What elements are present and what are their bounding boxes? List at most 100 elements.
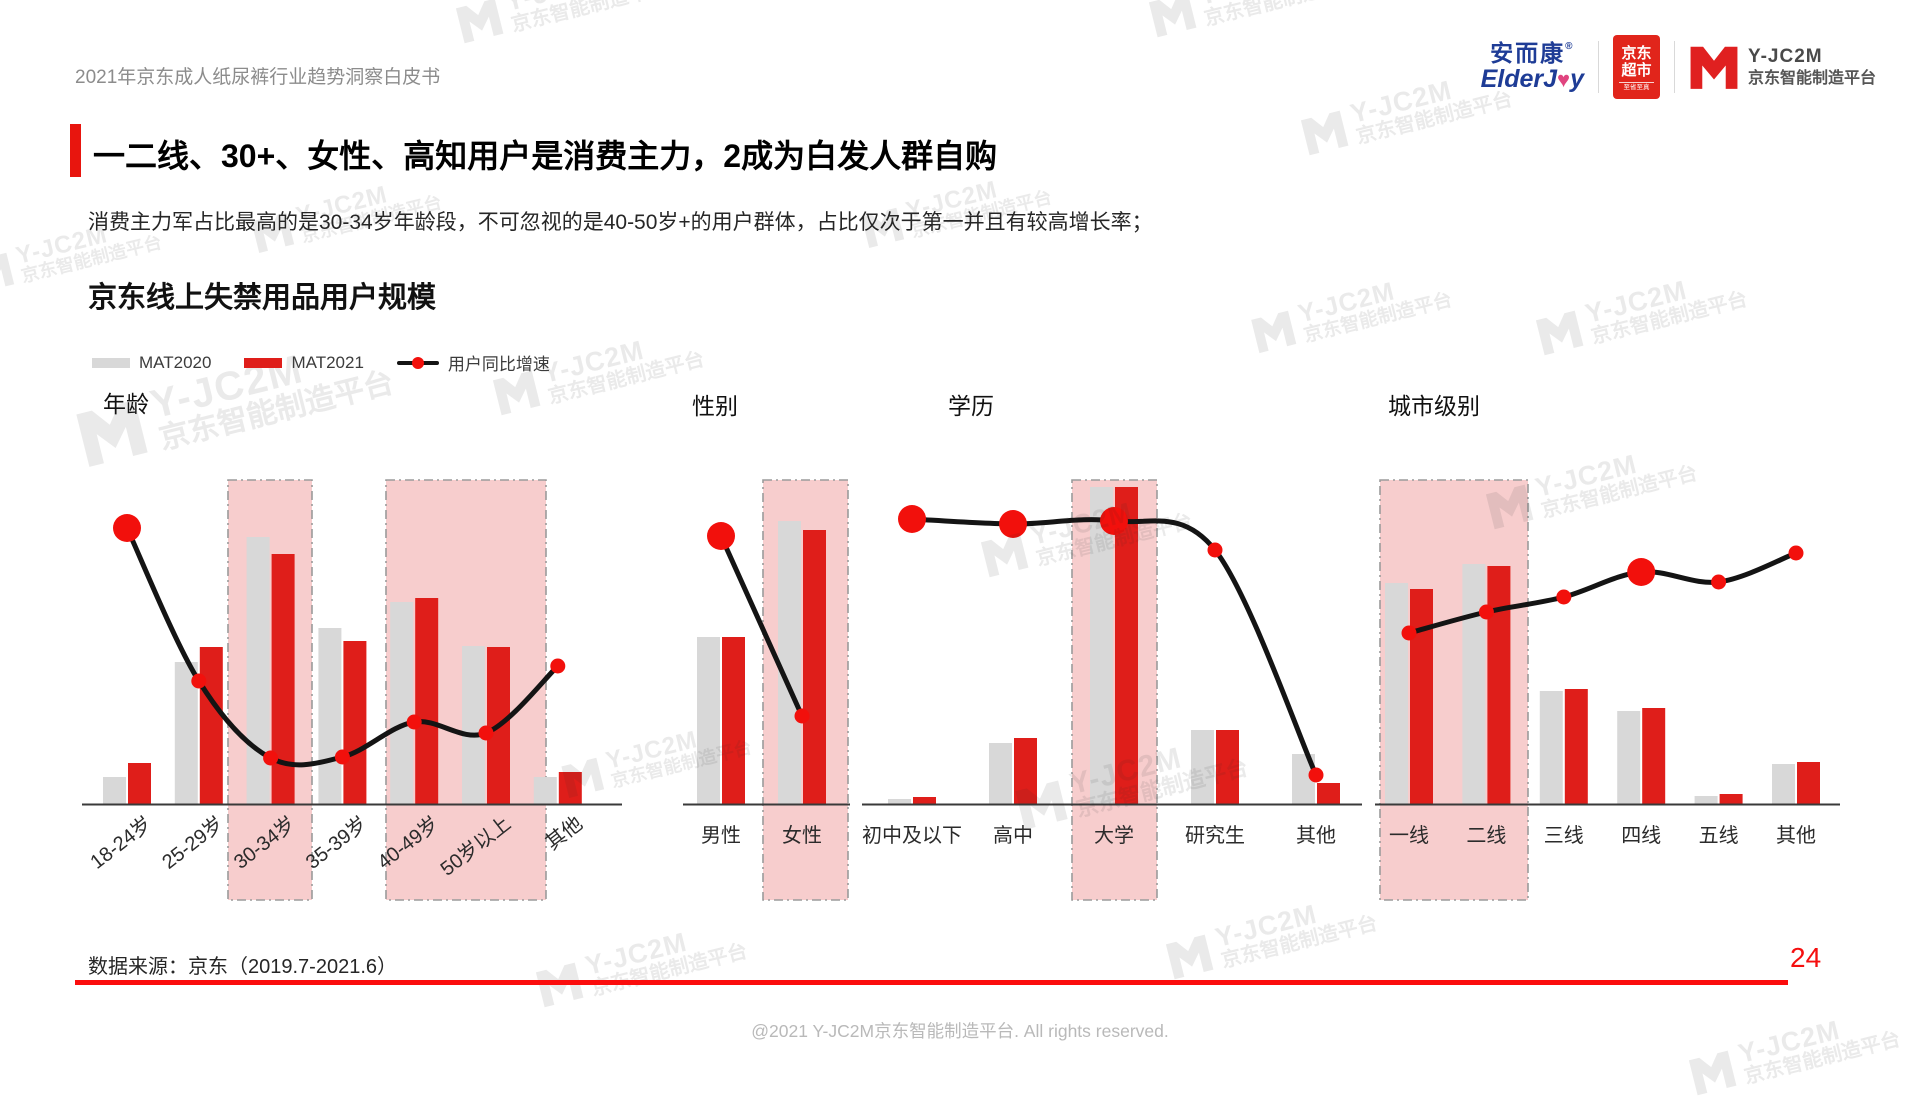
bar-mat2021-四线 <box>1642 708 1666 804</box>
highlight-box <box>1071 479 1158 901</box>
category-label: 三线 <box>1544 824 1584 847</box>
bar-mat2020-35-39岁 <box>318 628 342 804</box>
growth-dot-研究生 <box>1207 542 1223 558</box>
bar-mat2020-50岁以上 <box>462 646 485 804</box>
bar-mat2020-三线 <box>1539 691 1563 804</box>
growth-dot-其他 <box>1788 545 1804 561</box>
growth-dot-四线 <box>1627 558 1656 586</box>
category-label: 大学 <box>1094 824 1134 847</box>
legend-label: MAT2021 <box>291 352 364 372</box>
chart-block-title: 京东线上失禁用品用户规模 <box>88 282 437 314</box>
bar-mat2021-其他 <box>1317 783 1340 804</box>
footer-divider <box>75 980 1788 985</box>
heart-icon: ♥ <box>1557 67 1571 92</box>
yjc2m-subtitle: 京东智能制造平台 <box>1747 70 1876 87</box>
bar-mat2020-40-49岁 <box>390 602 414 804</box>
bar-mat2020-大学 <box>1090 487 1113 804</box>
category-label: 25-29岁 <box>158 812 228 874</box>
bar-mat2021-五线 <box>1719 794 1743 804</box>
bar-mat2021-男性 <box>722 637 745 804</box>
bar-mat2020-四线 <box>1617 711 1641 804</box>
legend-item-mat2021: MAT2021 <box>244 352 364 373</box>
legend-swatch-mat2021 <box>244 357 283 368</box>
category-label: 高中 <box>993 824 1033 847</box>
growth-dot-大学 <box>1100 507 1128 535</box>
elderjoy-logo: 安而康® ElderJ♥y <box>1481 42 1584 92</box>
category-label: 女性 <box>782 824 822 847</box>
chart-section-title: 性别 <box>692 393 738 419</box>
growth-dot-25-29岁 <box>191 673 207 689</box>
growth-dot-18-24岁 <box>113 514 141 542</box>
bar-mat2020-初中及以下 <box>888 799 911 804</box>
bar-mat2020-五线 <box>1694 796 1718 804</box>
logo-divider <box>1597 41 1599 93</box>
legend-label: MAT2020 <box>139 352 212 372</box>
bar-mat2020-研究生 <box>1191 730 1214 804</box>
elderjoy-en-label: ElderJ♥y <box>1480 65 1584 93</box>
chart-section-title: 学历 <box>948 393 994 419</box>
doc-title: 2021年京东成人纸尿裤行业趋势洞察白皮书 <box>75 67 441 88</box>
chart-section-title: 年龄 <box>103 391 149 417</box>
bar-mat2021-女性 <box>803 530 826 804</box>
growth-dot-初中及以下 <box>898 505 926 533</box>
bar-mat2020-男性 <box>697 637 720 804</box>
growth-dot-二线 <box>1478 604 1494 620</box>
chart-education: 初中及以下 高中 大学 研究生 其他 学历 <box>862 393 1362 901</box>
elderjoy-cn-label: 安而康® <box>1490 40 1575 66</box>
category-label: 二线 <box>1466 824 1506 847</box>
jd-badge-line1: 京东 <box>1621 44 1652 62</box>
bar-mat2020-其他 <box>1292 754 1315 804</box>
category-label: 其他 <box>541 812 587 855</box>
bar-mat2021-一线 <box>1410 589 1433 804</box>
logo-bar: 安而康® ElderJ♥y 京东 超市 至省至真 Y-JC2M 京东智能制造平台 <box>1481 34 1876 100</box>
legend-swatch-mat2020 <box>92 357 130 368</box>
bar-mat2020-二线 <box>1462 564 1486 804</box>
legend-label: 用户同比增速 <box>447 355 550 374</box>
logo-divider <box>1673 41 1675 93</box>
category-label: 男性 <box>701 824 741 847</box>
legend-item-growth: 用户同比增速 <box>396 350 550 375</box>
category-label: 五线 <box>1699 824 1739 847</box>
growth-dot-50岁以上 <box>478 725 494 741</box>
bar-mat2021-18-24岁 <box>128 763 151 804</box>
bar-mat2021-高中 <box>1014 738 1037 804</box>
bar-mat2020-其他 <box>1772 764 1795 804</box>
bar-mat2020-其他 <box>533 777 557 804</box>
growth-dot-男性 <box>707 522 735 550</box>
jd-supermarket-badge: 京东 超市 至省至真 <box>1612 35 1660 99</box>
title-accent-bar <box>70 124 81 177</box>
bar-mat2020-高中 <box>989 743 1012 804</box>
bar-mat2020-一线 <box>1385 583 1408 804</box>
growth-dot-其他 <box>550 658 566 674</box>
yjc2m-logo-icon <box>1690 46 1738 89</box>
growth-dot-女性 <box>794 708 810 724</box>
growth-dot-其他 <box>1308 767 1324 783</box>
bar-mat2020-25-29岁 <box>174 662 198 804</box>
category-label: 其他 <box>1296 824 1336 847</box>
growth-line <box>909 516 1319 778</box>
legend-item-mat2020: MAT2020 <box>92 353 211 373</box>
bar-mat2021-研究生 <box>1216 730 1239 804</box>
bar-mat2021-大学 <box>1115 487 1138 804</box>
bar-mat2021-25-29岁 <box>199 647 223 804</box>
highlight-box <box>227 479 313 901</box>
growth-dot-40-49岁 <box>406 714 422 730</box>
chart-city-tier: 一线 二线 三线 四线 五线 其他 城市级别 <box>1375 393 1840 901</box>
chart-legend: MAT2020 MAT2021 用户同比增速 <box>92 350 550 375</box>
growth-line <box>718 533 805 719</box>
subtitle: 消费主力军占比最高的是30-34岁年龄段，不可忽视的是40-50岁+的用户群体，… <box>88 211 1153 234</box>
bar-mat2021-30-34岁 <box>271 554 295 804</box>
chart-section-title: 城市级别 <box>1388 393 1480 419</box>
copyright: @2021 Y-JC2M京东智能制造平台. All rights reserve… <box>751 1021 1169 1041</box>
data-source: 数据来源：京东（2019.7-2021.6） <box>88 956 398 978</box>
growth-dot-30-34岁 <box>263 750 279 766</box>
growth-dot-五线 <box>1711 574 1727 590</box>
page-title: 一二线、30+、女性、高知用户是消费主力，2成为白发人群自购 <box>93 138 998 174</box>
bar-mat2021-二线 <box>1487 566 1511 804</box>
jd-badge-tagline: 至省至真 <box>1618 81 1654 92</box>
bar-mat2021-初中及以下 <box>913 797 936 804</box>
bar-mat2020-18-24岁 <box>103 777 126 804</box>
bar-mat2021-35-39岁 <box>343 641 367 804</box>
growth-dot-35-39岁 <box>334 749 350 765</box>
